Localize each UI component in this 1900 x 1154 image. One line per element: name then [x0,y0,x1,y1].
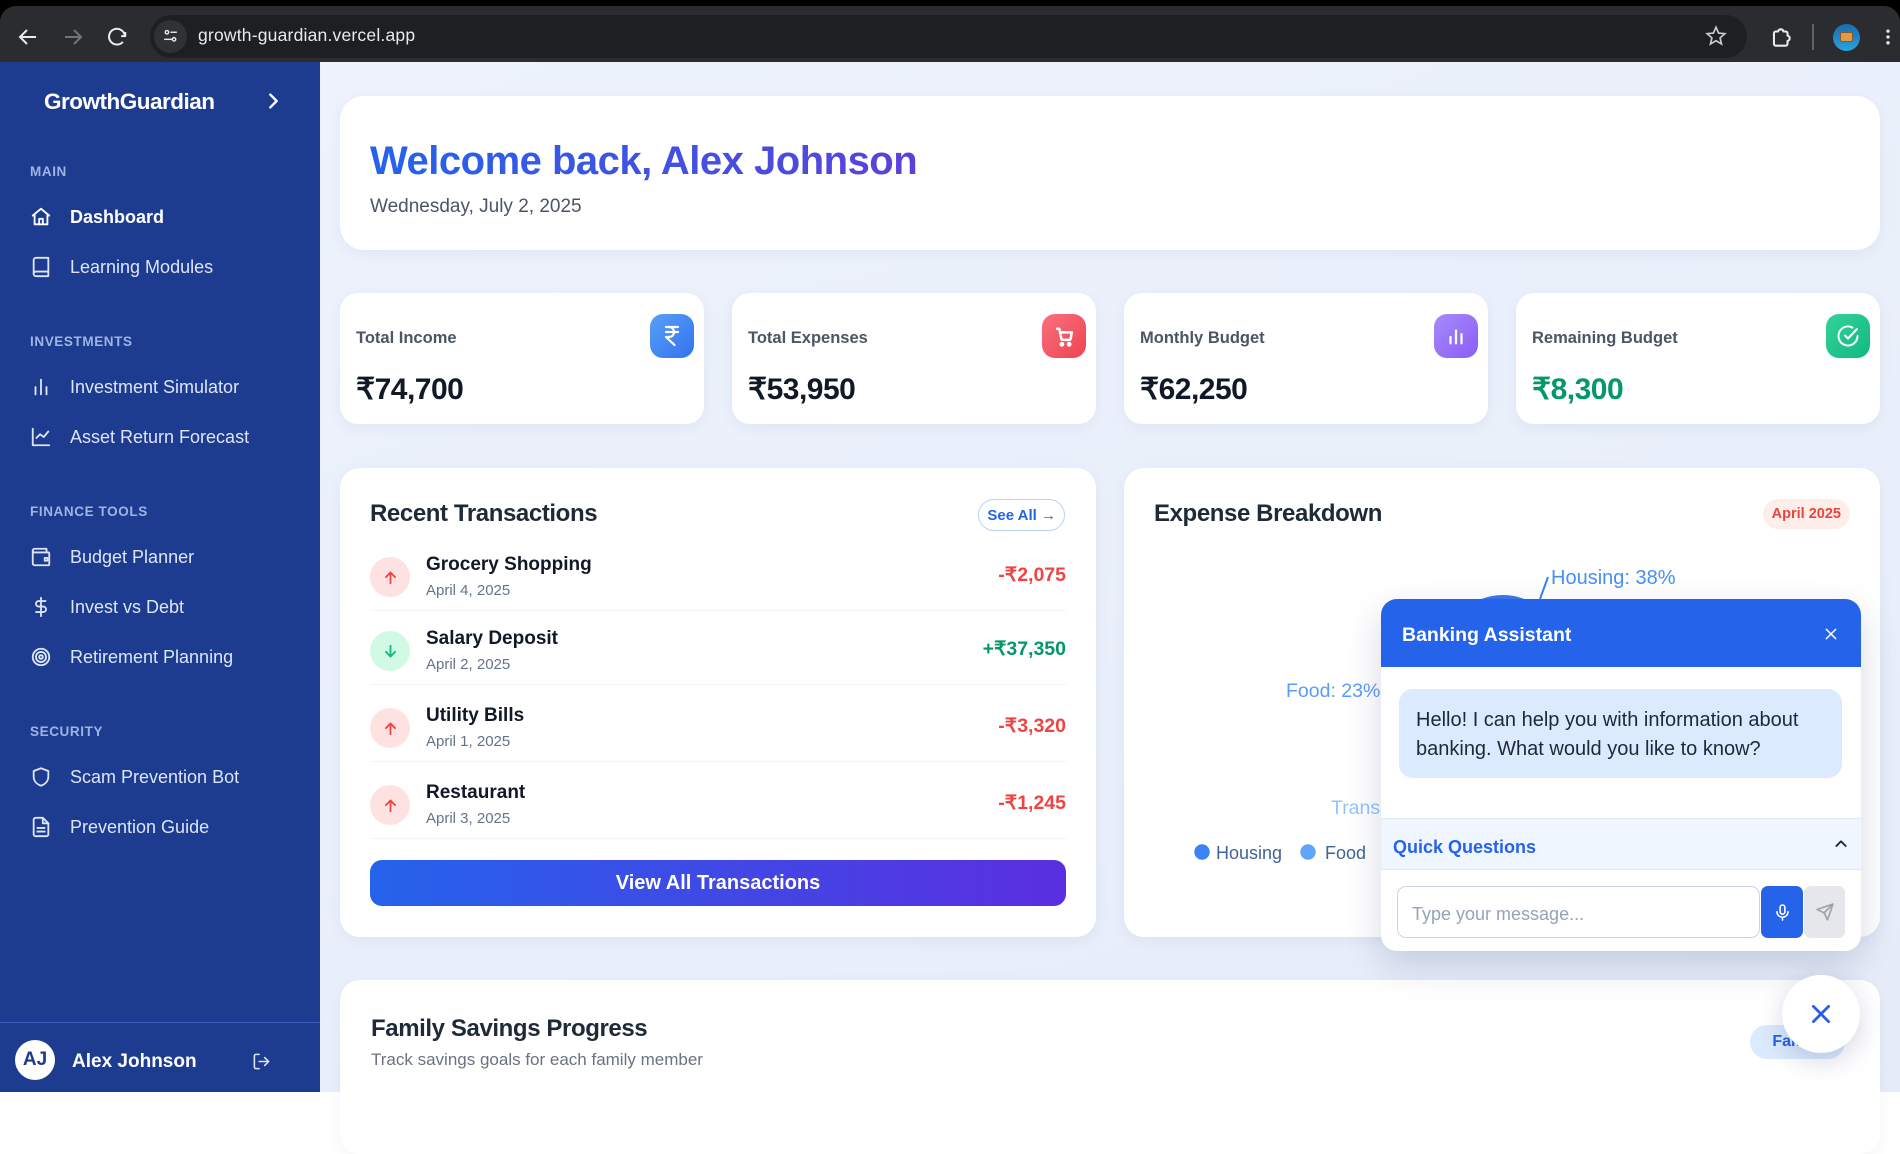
svg-text:Housing: Housing [1216,843,1282,863]
svg-text:Food: Food [1325,843,1366,863]
svg-text:Transp: Transp [1331,797,1391,819]
svg-text:Food: 23%.: Food: 23%. [1286,680,1386,702]
svg-text:Housing: 38%: Housing: 38% [1551,567,1676,589]
